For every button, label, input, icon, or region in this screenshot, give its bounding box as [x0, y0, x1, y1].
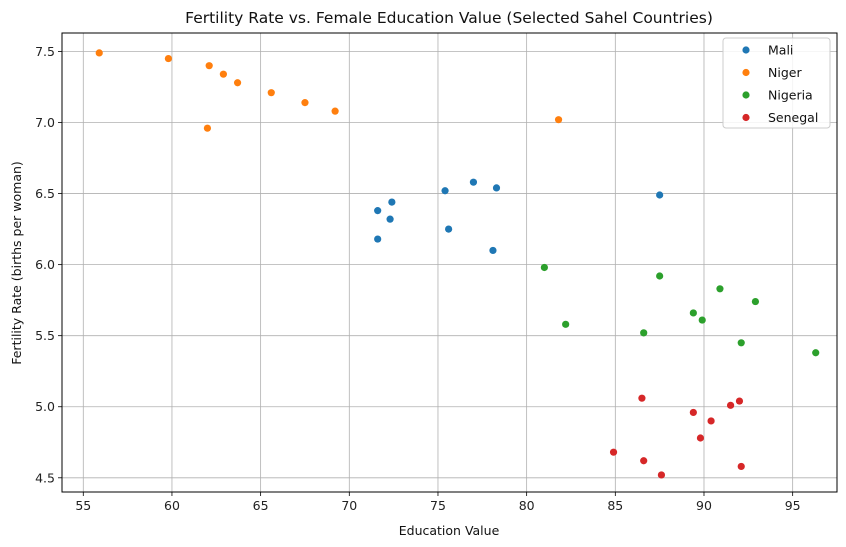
legend-marker-niger — [742, 69, 749, 76]
data-point-niger — [165, 55, 172, 62]
x-tick-label: 70 — [341, 498, 357, 513]
legend-label-nigeria: Nigeria — [768, 88, 813, 103]
data-point-niger — [268, 89, 275, 96]
x-tick-label: 80 — [519, 498, 535, 513]
data-point-nigeria — [752, 298, 759, 305]
x-tick-label: 85 — [607, 498, 623, 513]
data-point-nigeria — [562, 321, 569, 328]
x-tick-label: 95 — [785, 498, 801, 513]
data-point-mali — [489, 247, 496, 254]
legend-marker-mali — [742, 46, 749, 53]
y-tick-label: 7.0 — [35, 115, 55, 130]
x-tick-label: 90 — [696, 498, 712, 513]
y-axis-label: Fertility Rate (births per woman) — [9, 161, 24, 365]
y-tick-label: 4.5 — [35, 470, 55, 485]
data-point-mali — [470, 179, 477, 186]
data-point-nigeria — [541, 264, 548, 271]
data-point-mali — [386, 216, 393, 223]
data-point-nigeria — [690, 309, 697, 316]
y-tick-label: 5.0 — [35, 399, 55, 414]
data-point-senegal — [610, 449, 617, 456]
data-point-niger — [96, 49, 103, 56]
legend-label-senegal: Senegal — [768, 110, 818, 125]
data-point-nigeria — [812, 349, 819, 356]
data-point-niger — [234, 79, 241, 86]
x-tick-label: 55 — [75, 498, 91, 513]
data-point-senegal — [738, 463, 745, 470]
y-tick-label: 5.5 — [35, 328, 55, 343]
legend-marker-nigeria — [742, 91, 749, 98]
data-point-niger — [206, 62, 213, 69]
data-point-mali — [656, 191, 663, 198]
data-point-nigeria — [699, 316, 706, 323]
x-tick-label: 60 — [164, 498, 180, 513]
data-point-niger — [301, 99, 308, 106]
legend: Mali Niger Nigeria Senegal — [723, 38, 830, 128]
x-tick-label: 65 — [253, 498, 269, 513]
y-tick-label: 6.0 — [35, 257, 55, 272]
legend-label-niger: Niger — [768, 65, 802, 80]
data-point-nigeria — [656, 272, 663, 279]
data-point-niger — [332, 108, 339, 115]
data-point-nigeria — [738, 339, 745, 346]
data-point-nigeria — [640, 329, 647, 336]
data-point-niger — [204, 125, 211, 132]
legend-label-mali: Mali — [768, 43, 793, 58]
data-point-senegal — [707, 417, 714, 424]
x-tick-label: 75 — [430, 498, 446, 513]
data-point-mali — [441, 187, 448, 194]
data-point-mali — [388, 199, 395, 206]
x-axis-label: Education Value — [399, 523, 500, 538]
data-point-senegal — [736, 397, 743, 404]
data-point-senegal — [658, 471, 665, 478]
chart-title: Fertility Rate vs. Female Education Valu… — [185, 9, 713, 27]
data-point-niger — [555, 116, 562, 123]
data-point-senegal — [727, 402, 734, 409]
y-tick-label: 6.5 — [35, 186, 55, 201]
data-point-senegal — [697, 434, 704, 441]
data-point-senegal — [640, 457, 647, 464]
data-point-mali — [374, 207, 381, 214]
data-point-niger — [220, 71, 227, 78]
y-tick-label: 7.5 — [35, 44, 55, 59]
data-point-mali — [445, 226, 452, 233]
data-point-nigeria — [716, 285, 723, 292]
data-point-mali — [493, 184, 500, 191]
legend-marker-senegal — [742, 114, 749, 121]
data-point-senegal — [690, 409, 697, 416]
data-point-senegal — [638, 395, 645, 402]
data-point-mali — [374, 235, 381, 242]
